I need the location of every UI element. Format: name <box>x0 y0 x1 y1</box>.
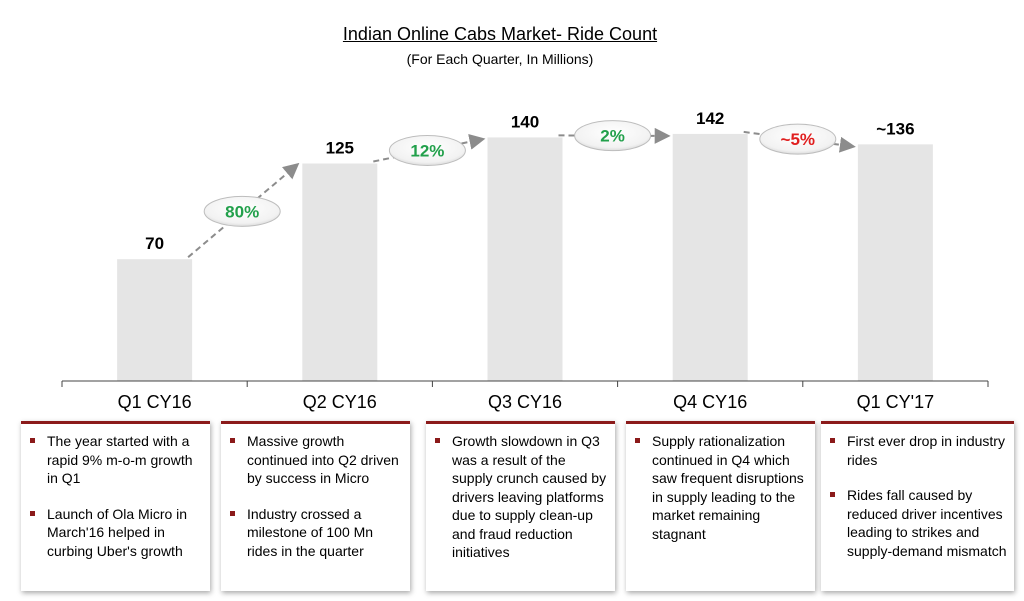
bullet-list: Growth slowdown in Q3 was a result of th… <box>432 432 609 562</box>
growth-pill <box>388 134 466 166</box>
commentary-box-1: The year started with a rapid 9% m-o-m g… <box>21 421 210 591</box>
bullet-list: The year started with a rapid 9% m-o-m g… <box>27 432 204 560</box>
data-label: 140 <box>511 112 539 131</box>
growth-label: 2% <box>600 127 625 146</box>
growth-label: 80% <box>225 202 259 221</box>
bullet-item: Growth slowdown in Q3 was a result of th… <box>432 432 609 562</box>
x-tick-label: Q2 CY16 <box>303 392 377 412</box>
growth-label: 12% <box>410 141 444 160</box>
bullet-list: Supply rationalization continued in Q4 w… <box>632 432 809 543</box>
bullet-item: Launch of Ola Micro in March'16 helped i… <box>27 505 204 561</box>
bullet-item: Supply rationalization continued in Q4 w… <box>632 432 809 543</box>
bar-chart: Q1 CY16 Q2 CY16 Q3 CY16 Q4 CY16 Q1 CY'17 70 12… <box>61 109 989 412</box>
growth-pill <box>203 195 281 227</box>
commentary-box-4: Supply rationalization continued in Q4 w… <box>626 421 815 591</box>
x-tick-label: Q1 CY16 <box>118 392 192 412</box>
bullet-item: First ever drop in industry rides <box>827 432 1008 469</box>
data-label: 125 <box>326 139 354 158</box>
chart-title: Indian Online Cabs Market- Ride Count <box>342 24 658 44</box>
bar-2 <box>302 163 378 381</box>
bullet-item: The year started with a rapid 9% m-o-m g… <box>27 432 204 488</box>
bar-1 <box>117 259 193 381</box>
commentary-box-5: First ever drop in industry rides Rides f… <box>821 421 1014 591</box>
bullet-list: Massive growth continued into Q2 driven … <box>227 432 404 560</box>
data-label: ~136 <box>876 119 914 138</box>
x-tick-label: Q1 CY'17 <box>857 392 934 412</box>
x-tick-label: Q3 CY16 <box>488 392 562 412</box>
chart-subtitle: (For Each Quarter, In Millions) <box>406 51 594 67</box>
data-label: 70 <box>145 234 164 253</box>
commentary-box-3: Growth slowdown in Q3 was a result of th… <box>426 421 615 591</box>
growth-label: ~5% <box>781 130 816 149</box>
bar-3 <box>487 137 563 381</box>
bar-4 <box>672 133 748 381</box>
bullet-list: First ever drop in industry rides Rides f… <box>827 432 1008 560</box>
data-label: 142 <box>696 109 724 128</box>
commentary-box-2: Massive growth continued into Q2 driven … <box>221 421 410 591</box>
bullet-item: Industry crossed a milestone of 100 Mn r… <box>227 505 404 561</box>
growth-pill <box>574 120 652 152</box>
bar-5 <box>857 144 933 381</box>
bullet-item: Massive growth continued into Q2 driven … <box>227 432 404 488</box>
growth-pill <box>759 123 837 155</box>
x-tick-label: Q4 CY16 <box>673 392 747 412</box>
bullet-item: Rides fall caused by reduced driver ince… <box>827 486 1008 560</box>
